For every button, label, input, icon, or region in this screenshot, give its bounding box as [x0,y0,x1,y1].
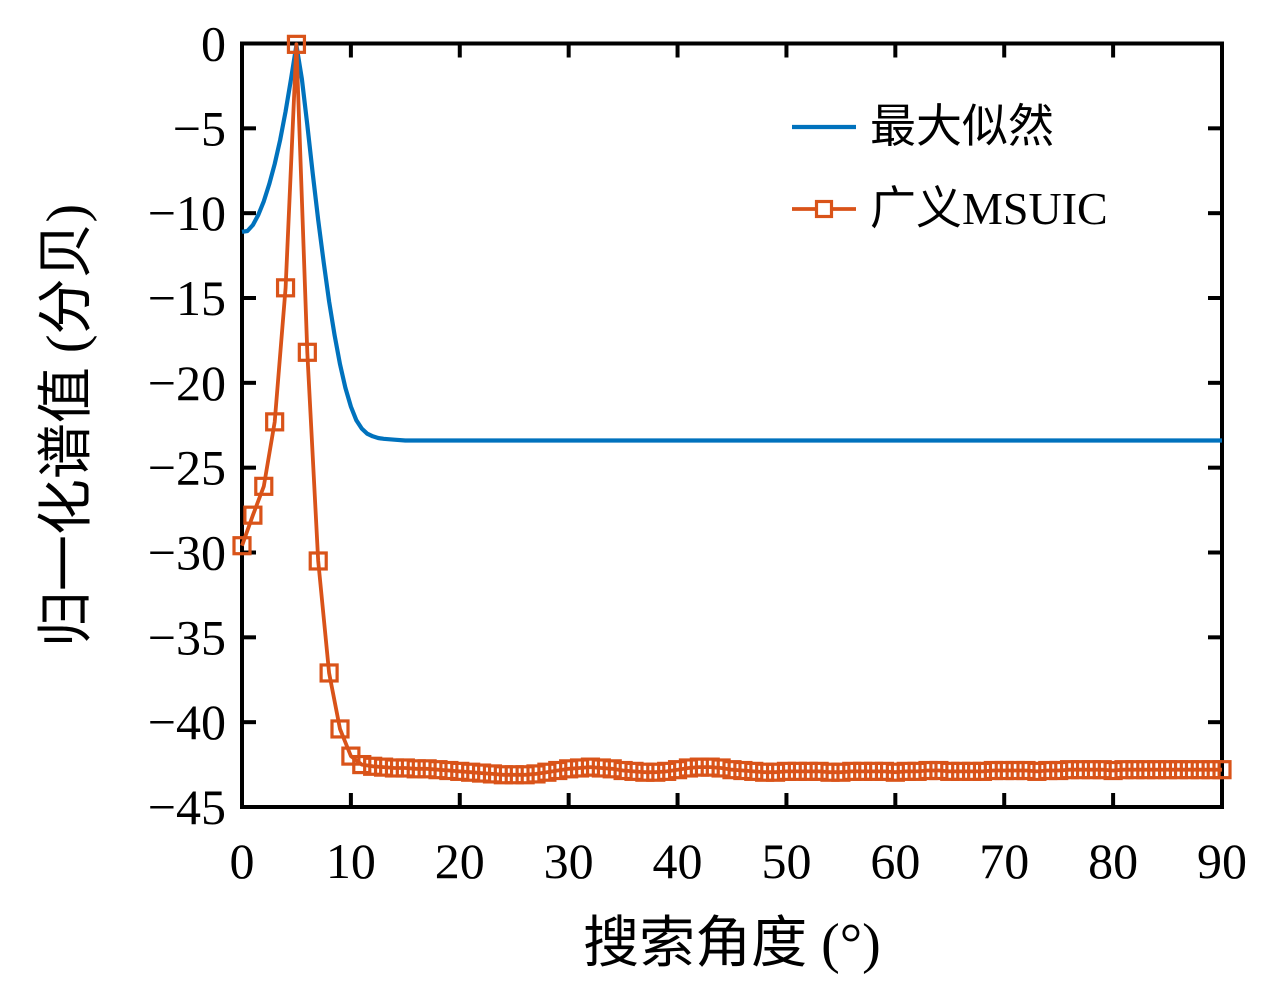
svg-text:40: 40 [653,833,703,889]
x-tick-labels: 0 10 20 30 40 50 60 70 80 90 [230,833,1248,889]
legend-line-marker-swatch [792,199,856,219]
svg-text:0: 0 [201,16,226,72]
y-tick-labels: 0 −5 −10 −15 −20 −25 −30 −35 −40 −45 [148,16,226,836]
legend-item-generalized-msuic: 广义MSUIC [792,176,1108,242]
axes-box [240,41,1224,809]
svg-text:80: 80 [1088,833,1138,889]
legend-label: 最大似然 [870,101,1054,152]
svg-text:−15: −15 [148,270,226,326]
svg-text:−45: −45 [148,779,226,835]
svg-text:10: 10 [326,833,376,889]
legend: 最大似然 广义MSUIC [792,94,1108,258]
svg-text:−10: −10 [148,185,226,241]
svg-text:70: 70 [979,833,1029,889]
svg-text:30: 30 [544,833,594,889]
legend-line-swatch [792,124,856,130]
svg-text:0: 0 [230,833,255,889]
y-axis-label-text: 归一化谱值 (分贝) [36,203,99,647]
svg-text:−35: −35 [148,609,226,665]
series-1 [232,34,1232,785]
series-1-markers [232,34,1232,785]
svg-text:60: 60 [870,833,920,889]
ticks [240,41,1224,809]
svg-text:50: 50 [761,833,811,889]
series-1-line [240,42,1222,777]
series-0-line [241,43,1222,443]
svg-text:−40: −40 [148,694,226,750]
svg-text:−5: −5 [173,100,226,156]
legend-label: 广义MSUIC [870,183,1108,234]
x-axis-label: 搜索角度 (°) [583,913,881,975]
svg-text:−30: −30 [148,525,226,581]
legend-item-maximum-likelihood: 最大似然 [792,94,1108,160]
svg-text:−20: −20 [148,355,226,411]
svg-text:20: 20 [435,833,485,889]
series-0 [241,43,1222,443]
svg-text:−25: −25 [148,440,226,496]
svg-text:90: 90 [1197,833,1247,889]
